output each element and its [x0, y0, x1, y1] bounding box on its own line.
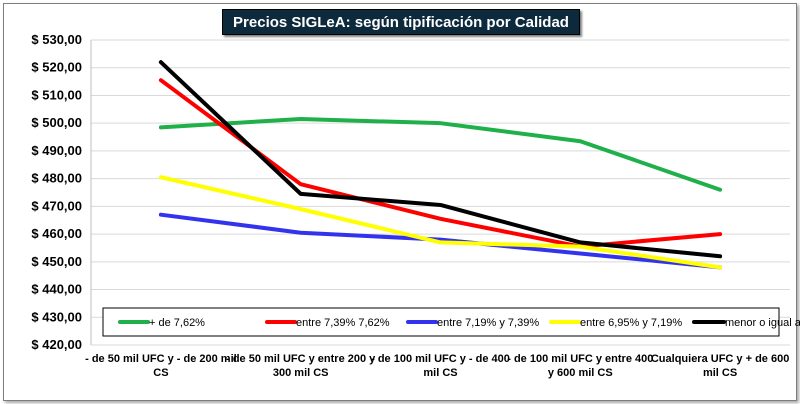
- y-tick-label: $ 490,00: [31, 143, 82, 158]
- legend-label: menor o igual a 6,95%: [725, 317, 800, 329]
- legend-box: [102, 307, 780, 337]
- y-tick-label: $ 510,00: [31, 87, 82, 102]
- legend: + de 7,62% entre 7,39% 7,62% entre 7,19% y…: [102, 307, 800, 337]
- legend-label: entre 7,19% y 7,39%: [437, 317, 539, 329]
- x-category-label: - de 100 mil UFC y - de 400: [371, 353, 510, 365]
- y-tick-label: $ 420,00: [31, 337, 82, 352]
- series-line: [158, 78, 723, 249]
- x-category-label: mil CS: [703, 367, 737, 379]
- x-category-label: - de 50 mil UFC y - de 200 mil: [85, 353, 237, 365]
- x-category-label: - de 50 mil UFC y entre 200 y: [226, 353, 376, 365]
- series-line: [158, 212, 723, 270]
- y-tick-label: $ 450,00: [31, 254, 82, 269]
- y-tick-label: $ 530,00: [31, 32, 82, 47]
- x-category-label: mil CS: [423, 367, 457, 379]
- chart-title-box: Precios SIGLeA: según tipificación por C…: [222, 9, 580, 35]
- y-tick-label: $ 520,00: [31, 60, 82, 75]
- legend-label: entre 7,39% 7,62%: [296, 317, 390, 329]
- y-tick-label: $ 460,00: [31, 226, 82, 241]
- legend-label: + de 7,62%: [149, 317, 205, 329]
- series-line: [158, 60, 723, 259]
- x-category-label: - de 100 mil UFC y entre 400: [507, 353, 653, 365]
- series-line: [158, 117, 723, 192]
- x-category-label: y 600 mil CS: [548, 367, 613, 379]
- y-tick-label: $ 430,00: [31, 309, 82, 324]
- y-tick-label: $ 440,00: [31, 282, 82, 297]
- x-category-label: Cualquiera UFC y + de 600: [651, 353, 789, 365]
- y-tick-label: $ 470,00: [31, 198, 82, 213]
- y-tick-label: $ 480,00: [31, 171, 82, 186]
- series-line: [158, 175, 723, 270]
- legend-label: entre 6,95% y 7,19%: [580, 317, 682, 329]
- x-category-label: CS: [153, 367, 168, 379]
- series-lines: [158, 60, 723, 270]
- x-axis-categories: - de 50 mil UFC y - de 200 mil CS - de 50 …: [85, 353, 789, 379]
- gridlines: [90, 39, 790, 346]
- chart-title: Precios SIGLeA: según tipificación por C…: [233, 13, 569, 31]
- x-category-label: 300 mil CS: [273, 367, 329, 379]
- y-axis-ticks: $ 420,00 $ 430,00 $ 440,00 $ 450,00 $ 460,00…: [31, 32, 82, 352]
- y-tick-label: $ 500,00: [31, 115, 82, 130]
